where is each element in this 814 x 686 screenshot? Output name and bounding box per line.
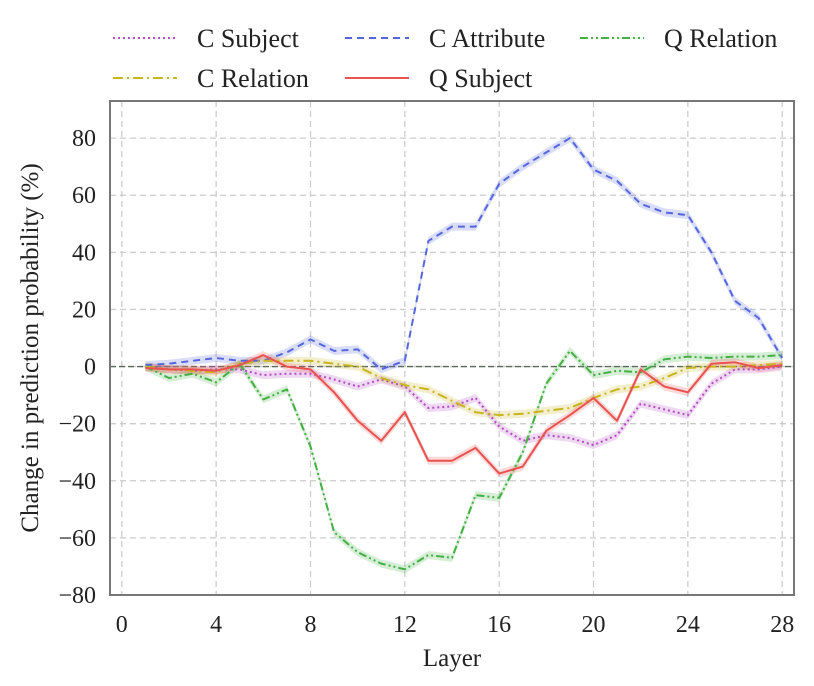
c-relation-legend-label: C Relation (197, 64, 309, 93)
q-relation-confidence-band (145, 346, 783, 574)
x-tick-label: 0 (116, 612, 128, 638)
grid-lines (110, 101, 794, 596)
y-axis-ticks: −80 −60 −40 −20 0 20 40 60 80 (58, 126, 96, 609)
x-tick-label: 28 (770, 612, 794, 638)
q-relation-legend-label: Q Relation (664, 24, 777, 53)
x-tick-label: 4 (210, 612, 222, 638)
c-subject-legend-label: C Subject (197, 24, 300, 53)
plot-frame (109, 100, 795, 596)
q-subject-legend-label: Q Subject (429, 64, 533, 93)
x-tick-label: 24 (676, 612, 700, 638)
c-attribute-confidence-band (145, 134, 783, 374)
y-tick-label: −60 (58, 526, 96, 552)
y-axis-label: Change in prediction probability (%) (17, 163, 44, 532)
x-axis-ticks: 0 4 8 12 16 20 24 28 (116, 612, 794, 638)
x-axis-label: Layer (423, 645, 482, 672)
c-attribute-line (145, 137, 784, 371)
x-tick-label: 20 (582, 612, 606, 638)
x-tick-label: 16 (487, 612, 511, 638)
plot-area (109, 100, 795, 596)
c-subject-line (145, 365, 783, 447)
y-tick-label: 40 (72, 240, 96, 266)
c-attribute-legend-label: C Attribute (429, 24, 545, 53)
legend: C Subject C Attribute Q Relation C Relation… (113, 24, 777, 93)
q-subject-line (145, 354, 783, 475)
y-tick-label: 0 (84, 355, 96, 381)
y-tick-label: 80 (72, 126, 96, 152)
x-tick-label: 12 (393, 612, 417, 638)
q-relation-line (144, 349, 783, 571)
series-lines (144, 137, 784, 571)
c-relation-line (145, 359, 783, 417)
y-tick-label: −20 (58, 412, 96, 438)
x-tick-label: 8 (304, 612, 316, 638)
y-tick-label: 20 (72, 297, 96, 323)
y-tick-label: −80 (58, 583, 96, 609)
y-tick-label: −40 (58, 469, 96, 495)
y-tick-label: 60 (72, 183, 96, 209)
confidence-bands (145, 134, 783, 574)
